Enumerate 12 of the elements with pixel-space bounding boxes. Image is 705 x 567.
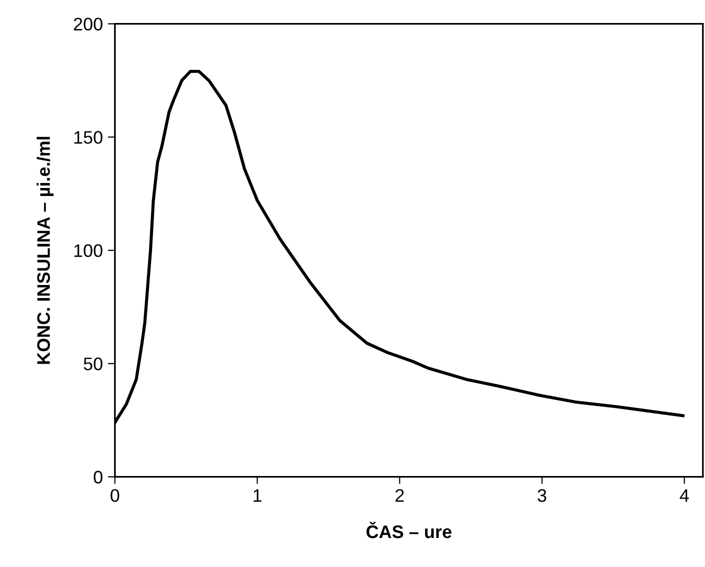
x-tick-label: 0 — [110, 489, 120, 502]
x-axis-title: ČAS – ure — [366, 522, 452, 538]
y-tick-label: 50 — [84, 358, 102, 370]
y-tick-label: 100 — [74, 244, 102, 258]
y-tick-label: 150 — [74, 131, 102, 144]
y-axis-title: KONC. INSULINA – µi.e./ml — [36, 136, 54, 364]
x-tick-label: 4 — [680, 489, 689, 502]
y-tick-label: 0 — [94, 470, 102, 484]
y-tick-label: 200 — [74, 18, 102, 31]
x-tick-label: 3 — [538, 489, 546, 502]
x-tick-label: 2 — [396, 489, 404, 502]
x-tick-label: 1 — [254, 489, 262, 502]
